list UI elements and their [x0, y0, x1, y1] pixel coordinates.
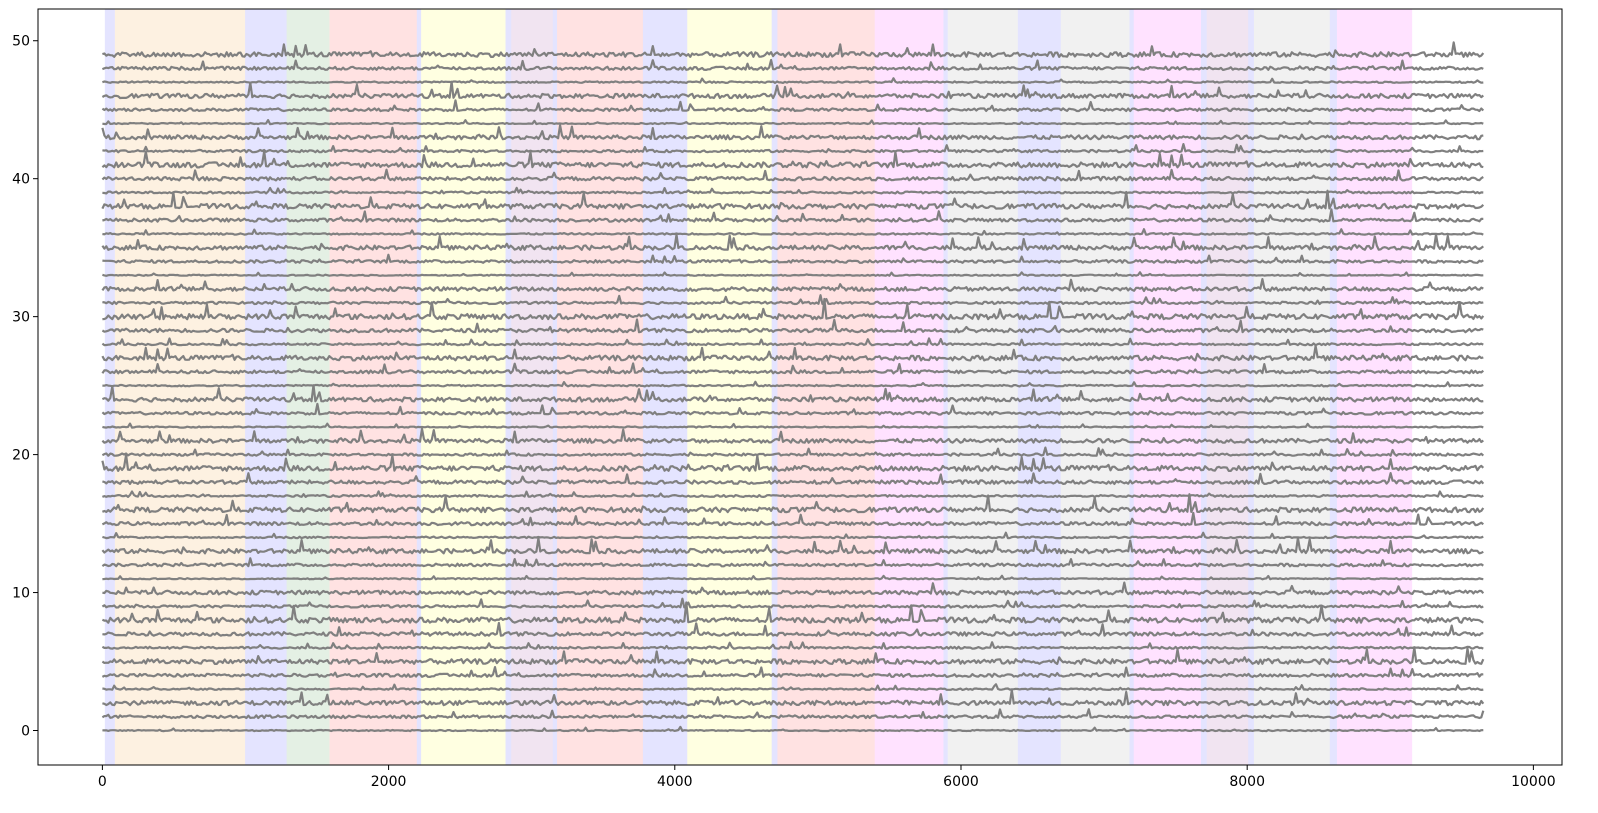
trace-3: [102, 683, 1484, 691]
trace-23: [101, 402, 1484, 416]
trace-48: [101, 58, 1484, 71]
shaded-region-20: [1129, 8, 1135, 766]
trace-1: [101, 708, 1485, 720]
trace-45: [101, 99, 1485, 113]
shaded-region-19: [1060, 8, 1131, 766]
trace-15: [101, 511, 1484, 527]
x-tick-label: 10000: [1511, 774, 1556, 790]
trace-6: [101, 640, 1484, 650]
trace-29: [101, 318, 1484, 334]
shaded-region-18: [1017, 8, 1062, 766]
x-tick-label: 6000: [943, 774, 979, 790]
trace-14: [102, 531, 1484, 540]
trace-39: [102, 186, 1484, 195]
trace-32: [101, 278, 1484, 293]
x-axis-ticks: 0 2000 4000 6000 8000 10000: [98, 765, 1556, 790]
trace-30: [102, 297, 1485, 321]
trace-43: [101, 124, 1484, 141]
plot-frame: [37, 8, 1563, 766]
y-axis-ticks: 0 10 20 30 40 50: [12, 34, 38, 740]
trace-37: [102, 208, 1484, 223]
trace-44: [102, 119, 1484, 126]
trace-28: [101, 337, 1484, 347]
y-tick-label: 0: [21, 724, 30, 740]
trace-49: [102, 41, 1485, 58]
y-tick-label: 10: [12, 586, 30, 602]
trace-9: [101, 597, 1484, 609]
trace-16: [101, 493, 1485, 514]
x-tick-label: 8000: [1229, 774, 1265, 790]
trace-36: [102, 228, 1484, 236]
trace-42: [102, 143, 1484, 154]
trace-21: [101, 427, 1484, 444]
x-tick-label: 0: [98, 774, 107, 790]
trace-33: [102, 271, 1484, 277]
trace-10: [102, 581, 1485, 596]
trace-13: [101, 536, 1484, 555]
trace-5: [101, 646, 1485, 665]
trace-2: [102, 689, 1485, 707]
trace-12: [101, 557, 1484, 568]
y-tick-label: 50: [12, 34, 30, 50]
trace-47: [102, 77, 1484, 84]
y-tick-label: 30: [12, 310, 30, 326]
x-tick-label: 4000: [657, 774, 693, 790]
x-tick-label: 2000: [371, 774, 407, 790]
trace-19: [101, 453, 1485, 473]
trace-38: [101, 189, 1485, 210]
trace-4: [101, 666, 1484, 678]
shaded-region-14: [777, 8, 876, 766]
trace-25: [102, 380, 1484, 388]
trace-17: [101, 490, 1484, 498]
trace-7: [102, 621, 1484, 637]
y-tick-label: 20: [12, 448, 30, 464]
trace-35: [101, 233, 1484, 251]
trace-20: [101, 446, 1485, 457]
trace-26: [101, 362, 1485, 375]
trace-0: [102, 725, 1484, 733]
trace-40: [101, 168, 1484, 182]
trace-46: [101, 80, 1484, 100]
trace-18: [102, 472, 1485, 485]
traces: [101, 41, 1485, 733]
shaded-region-10: [557, 8, 644, 766]
trace-24: [101, 384, 1484, 403]
trace-22: [102, 422, 1484, 429]
trace-8: [101, 601, 1484, 624]
trace-31: [102, 294, 1484, 306]
trace-27: [101, 344, 1484, 362]
y-tick-label: 40: [12, 172, 30, 188]
trace-11: [102, 574, 1484, 581]
trace-41: [101, 150, 1484, 169]
trace-34: [102, 253, 1484, 264]
axes: [37, 8, 1563, 766]
